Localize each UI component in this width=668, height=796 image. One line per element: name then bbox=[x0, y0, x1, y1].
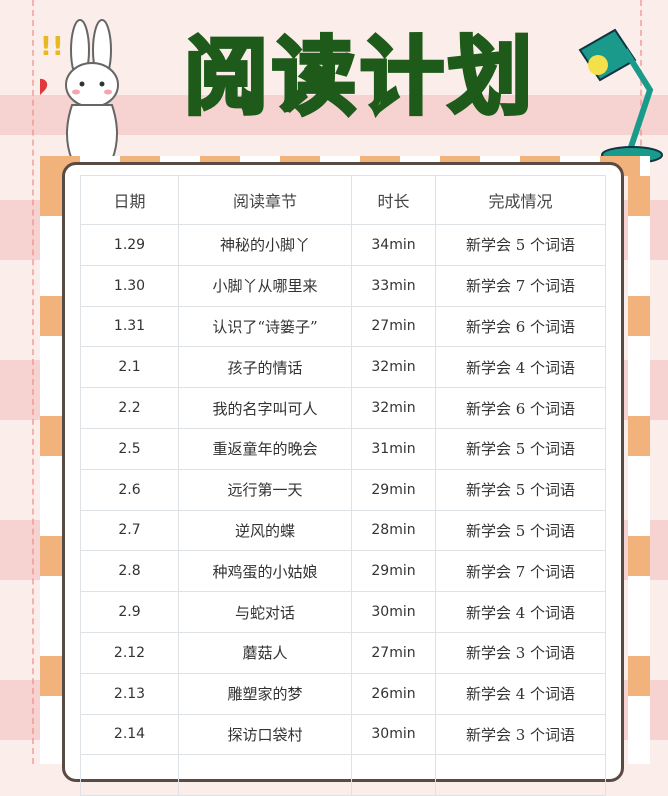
status-cell: 新学会 3 个词语 bbox=[435, 631, 606, 674]
duration-cell: 27min bbox=[351, 631, 436, 674]
table-row: 2.2 我的名字叫可人 32min 新学会 6 个词语 bbox=[80, 387, 606, 429]
reading-plan-table: 日期 阅读章节 时长 完成情况 1.29 神秘的小脚丫 34min 新学会 5 个词语… bbox=[80, 175, 606, 796]
status-cell: 新学会 4 个词语 bbox=[435, 591, 606, 633]
duration-cell: 29min bbox=[351, 550, 436, 593]
duration-cell: 27min bbox=[351, 305, 436, 348]
chapter-cell: 逆风的蝶 bbox=[178, 509, 352, 552]
date-cell: 2.7 bbox=[80, 509, 179, 552]
date-cell: 2.13 bbox=[80, 672, 179, 715]
chapter-cell: 雕塑家的梦 bbox=[178, 672, 352, 715]
date-cell: 2.1 bbox=[80, 346, 179, 389]
rabbit-icon: !! bbox=[40, 19, 119, 160]
status-cell: 新学会 5 个词语 bbox=[435, 509, 606, 552]
date-cell: 1.30 bbox=[80, 264, 179, 307]
date-cell: 1.31 bbox=[80, 305, 179, 348]
table-row: 2.8 种鸡蛋的小姑娘 29min 新学会 7 个词语 bbox=[80, 550, 606, 593]
status-cell: 新学会 6 个词语 bbox=[435, 305, 606, 348]
duration-cell: 32min bbox=[351, 387, 436, 429]
date-cell: 2.5 bbox=[80, 427, 179, 470]
bg-dash bbox=[32, 0, 34, 764]
date-cell: 2.6 bbox=[80, 468, 179, 511]
header-duration: 时长 bbox=[351, 175, 436, 225]
duration-cell: 29min bbox=[351, 468, 436, 511]
table-row: 1.31 认识了“诗篓子” 27min 新学会 6 个词语 bbox=[80, 305, 606, 348]
chapter-cell: 小脚丫从哪里来 bbox=[178, 264, 352, 307]
table-row: 2.7 逆风的蝶 28min 新学会 5 个词语 bbox=[80, 509, 606, 552]
table-row: 2.12 蘑菇人 27min 新学会 3 个词语 bbox=[80, 631, 606, 674]
status-cell: 新学会 4 个词语 bbox=[435, 672, 606, 715]
chapter-cell bbox=[178, 754, 352, 796]
table-row: 2.5 重返童年的晚会 31min 新学会 5 个词语 bbox=[80, 427, 606, 470]
table-row: 1.29 神秘的小脚丫 34min 新学会 5 个词语 bbox=[80, 224, 606, 266]
date-cell: 2.2 bbox=[80, 387, 179, 429]
chapter-cell: 重返童年的晚会 bbox=[178, 427, 352, 470]
table-row: 2.1 孩子的情话 32min 新学会 4 个词语 bbox=[80, 346, 606, 389]
table-header: 日期 阅读章节 时长 完成情况 bbox=[80, 175, 606, 225]
chapter-cell: 远行第一天 bbox=[178, 468, 352, 511]
duration-cell: 32min bbox=[351, 346, 436, 389]
table-row: 1.30 小脚丫从哪里来 33min 新学会 7 个词语 bbox=[80, 264, 606, 307]
table-row: 2.13 雕塑家的梦 26min 新学会 4 个词语 bbox=[80, 672, 606, 715]
side-border bbox=[40, 176, 62, 764]
date-cell bbox=[80, 754, 179, 796]
status-cell: 新学会 7 个词语 bbox=[435, 264, 606, 307]
chapter-cell: 孩子的情话 bbox=[178, 346, 352, 389]
chapter-cell: 探访口袋村 bbox=[178, 713, 352, 756]
status-cell: 新学会 5 个词语 bbox=[435, 224, 606, 266]
duration-cell: 34min bbox=[351, 224, 436, 266]
chapter-cell: 种鸡蛋的小姑娘 bbox=[178, 550, 352, 593]
date-cell: 2.9 bbox=[80, 591, 179, 633]
header-status: 完成情况 bbox=[435, 175, 606, 225]
duration-cell: 28min bbox=[351, 509, 436, 552]
status-cell: 新学会 7 个词语 bbox=[435, 550, 606, 593]
chapter-cell: 与蛇对话 bbox=[178, 591, 352, 633]
chapter-cell: 我的名字叫可人 bbox=[178, 387, 352, 429]
page-title: 阅读计划 bbox=[182, 26, 536, 128]
svg-text:!!: !! bbox=[40, 32, 64, 62]
duration-cell: 33min bbox=[351, 264, 436, 307]
table-row: 2.9 与蛇对话 30min 新学会 4 个词语 bbox=[80, 591, 606, 633]
header-chapter: 阅读章节 bbox=[178, 175, 352, 225]
duration-cell: 31min bbox=[351, 427, 436, 470]
status-cell: 新学会 3 个词语 bbox=[435, 713, 606, 756]
date-cell: 2.8 bbox=[80, 550, 179, 593]
date-cell: 2.12 bbox=[80, 631, 179, 674]
table-row: 2.6 远行第一天 29min 新学会 5 个词语 bbox=[80, 468, 606, 511]
table-row: 2.14 探访口袋村 30min 新学会 3 个词语 bbox=[80, 713, 606, 756]
status-cell: 新学会 5 个词语 bbox=[435, 427, 606, 470]
duration-cell: 26min bbox=[351, 672, 436, 715]
status-cell: 新学会 5 个词语 bbox=[435, 468, 606, 511]
chapter-cell: 认识了“诗篓子” bbox=[178, 305, 352, 348]
header-date: 日期 bbox=[80, 175, 179, 225]
duration-cell bbox=[351, 754, 436, 796]
table-row bbox=[80, 754, 606, 796]
date-cell: 2.14 bbox=[80, 713, 179, 756]
duration-cell: 30min bbox=[351, 713, 436, 756]
status-cell: 新学会 6 个词语 bbox=[435, 387, 606, 429]
date-cell: 1.29 bbox=[80, 224, 179, 266]
status-cell bbox=[435, 754, 606, 796]
status-cell: 新学会 4 个词语 bbox=[435, 346, 606, 389]
lamp-icon bbox=[578, 28, 663, 164]
duration-cell: 30min bbox=[351, 591, 436, 633]
chapter-cell: 神秘的小脚丫 bbox=[178, 224, 352, 266]
chapter-cell: 蘑菇人 bbox=[178, 631, 352, 674]
side-border bbox=[628, 176, 650, 764]
